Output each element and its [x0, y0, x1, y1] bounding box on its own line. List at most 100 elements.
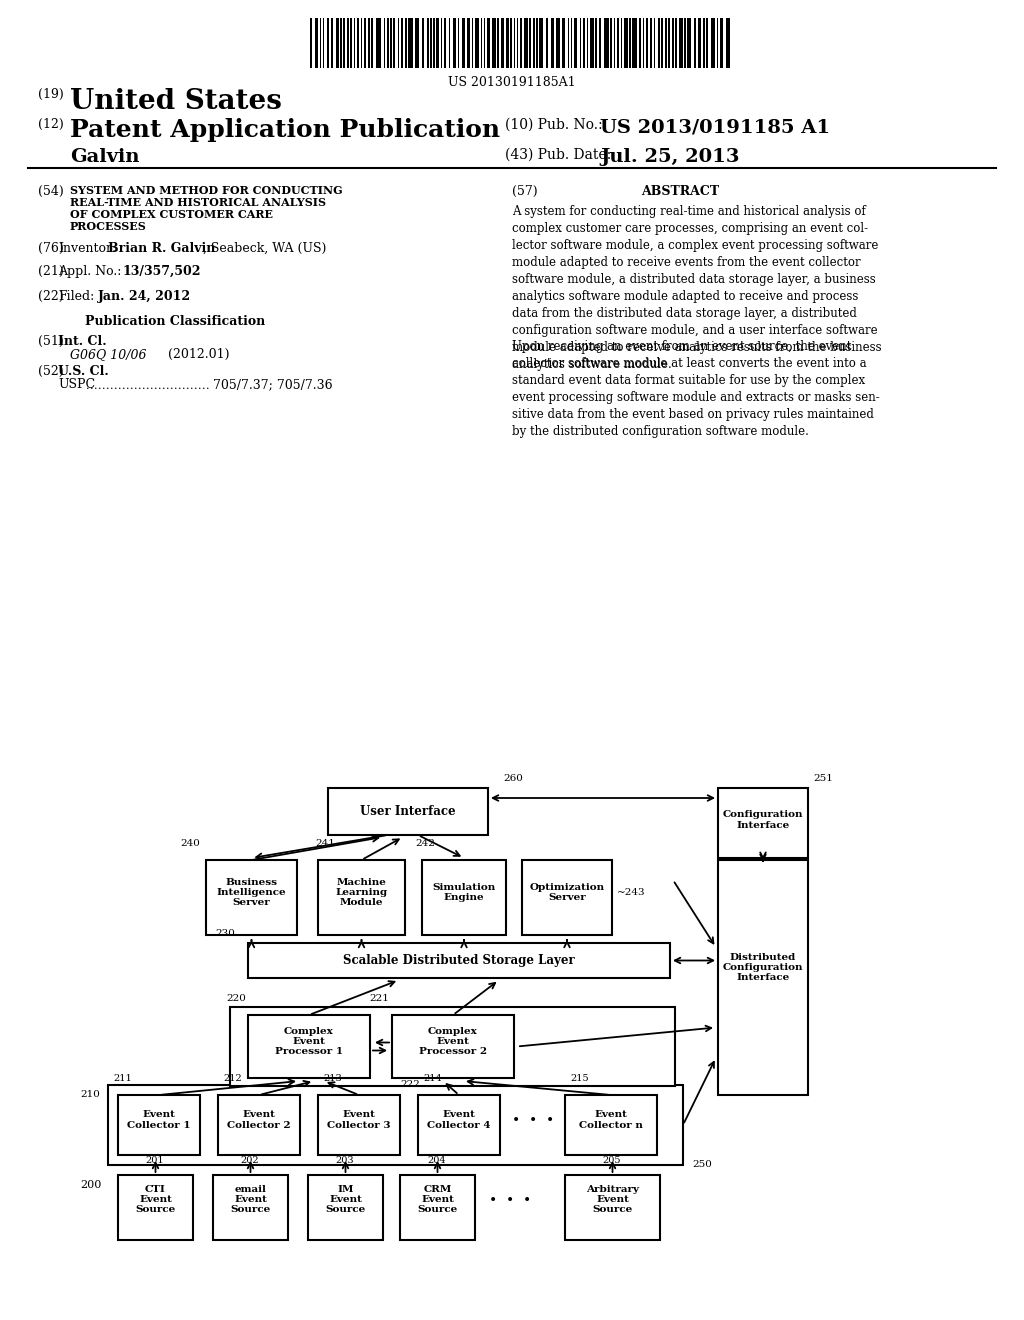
Text: (10) Pub. No.:: (10) Pub. No.:: [505, 117, 603, 132]
Text: Business
Intelligence
Server: Business Intelligence Server: [217, 878, 287, 907]
Text: ABSTRACT: ABSTRACT: [641, 185, 719, 198]
Bar: [480, 18, 482, 69]
Text: •  •  •: • • •: [512, 1113, 554, 1127]
Text: (57): (57): [512, 185, 538, 198]
Text: (12): (12): [38, 117, 63, 131]
Bar: [725, 18, 729, 69]
Bar: [393, 18, 394, 69]
Text: 201: 201: [145, 1156, 164, 1166]
Text: .: .: [134, 381, 137, 391]
Text: Int. Cl.: Int. Cl.: [58, 335, 106, 348]
Bar: [520, 18, 521, 69]
Bar: [376, 18, 381, 69]
Bar: [248, 942, 670, 978]
Text: 203: 203: [336, 1156, 354, 1166]
Bar: [718, 861, 808, 1096]
Bar: [458, 18, 459, 69]
Text: .: .: [98, 381, 101, 391]
Text: OF COMPLEX CUSTOMER CARE: OF COMPLEX CUSTOMER CARE: [70, 209, 273, 220]
Text: (22): (22): [38, 290, 63, 304]
Bar: [368, 18, 370, 69]
Text: Optimization
Server: Optimization Server: [529, 883, 604, 902]
Text: Complex
Event
Processor 2: Complex Event Processor 2: [419, 1027, 487, 1056]
Text: 215: 215: [570, 1074, 589, 1082]
Bar: [570, 18, 572, 69]
Text: Configuration
Interface: Configuration Interface: [723, 810, 803, 830]
Bar: [230, 1007, 675, 1086]
Text: Arbitrary
Event
Source: Arbitrary Event Source: [586, 1184, 639, 1214]
Text: (19): (19): [38, 88, 63, 102]
Bar: [118, 1175, 193, 1239]
Text: 210: 210: [80, 1090, 100, 1100]
Bar: [679, 18, 683, 69]
Bar: [213, 1175, 288, 1239]
Bar: [624, 18, 628, 69]
Text: .: .: [122, 381, 126, 391]
Bar: [702, 18, 705, 69]
Bar: [422, 18, 424, 69]
Bar: [642, 18, 644, 69]
Text: Jan. 24, 2012: Jan. 24, 2012: [98, 290, 191, 304]
Text: 213: 213: [323, 1074, 342, 1082]
Text: A system for conducting real-time and historical analysis of
complex customer ca: A system for conducting real-time and hi…: [512, 205, 882, 371]
Bar: [613, 18, 615, 69]
Bar: [218, 1096, 300, 1155]
Bar: [353, 18, 355, 69]
Bar: [536, 18, 538, 69]
Text: .: .: [146, 381, 150, 391]
Bar: [340, 18, 341, 69]
Text: USPC: USPC: [58, 378, 95, 391]
Text: Jul. 25, 2013: Jul. 25, 2013: [600, 148, 739, 166]
Text: 705/7.37; 705/7.36: 705/7.37; 705/7.36: [213, 378, 333, 391]
Bar: [323, 18, 324, 69]
Text: (21): (21): [38, 265, 63, 279]
Bar: [565, 1175, 660, 1239]
Bar: [471, 18, 473, 69]
Bar: [430, 18, 431, 69]
Bar: [649, 18, 651, 69]
Bar: [360, 18, 362, 69]
Text: .: .: [138, 381, 141, 391]
Bar: [583, 18, 585, 69]
Bar: [629, 18, 631, 69]
Bar: [327, 18, 329, 69]
Text: .: .: [118, 381, 122, 391]
Text: 241: 241: [315, 840, 335, 847]
Bar: [427, 18, 428, 69]
Text: CRM
Event
Source: CRM Event Source: [418, 1184, 458, 1214]
Text: Brian R. Galvin: Brian R. Galvin: [108, 242, 215, 255]
Text: .: .: [94, 381, 97, 391]
Bar: [390, 18, 391, 69]
Bar: [415, 18, 419, 69]
Text: Scalable Distributed Storage Layer: Scalable Distributed Storage Layer: [343, 954, 574, 968]
Bar: [404, 18, 407, 69]
Bar: [546, 18, 548, 69]
Bar: [436, 18, 439, 69]
Text: 211: 211: [113, 1074, 132, 1082]
Bar: [308, 1175, 383, 1239]
Text: User Interface: User Interface: [360, 805, 456, 818]
Text: Inventor:: Inventor:: [58, 242, 116, 255]
Bar: [665, 18, 667, 69]
Bar: [590, 18, 594, 69]
Text: Patent Application Publication: Patent Application Publication: [70, 117, 500, 143]
Bar: [567, 18, 569, 69]
Bar: [616, 18, 618, 69]
Text: (76): (76): [38, 242, 63, 255]
Bar: [506, 18, 509, 69]
Bar: [474, 18, 478, 69]
Text: US 2013/0191185 A1: US 2013/0191185 A1: [600, 117, 830, 136]
Text: .: .: [102, 381, 105, 391]
Bar: [408, 18, 413, 69]
Bar: [603, 18, 608, 69]
Bar: [672, 18, 674, 69]
Text: 251: 251: [813, 774, 833, 783]
Bar: [675, 18, 677, 69]
Text: .: .: [182, 381, 185, 391]
Text: .: .: [126, 381, 129, 391]
Bar: [610, 18, 612, 69]
Bar: [687, 18, 691, 69]
Bar: [386, 18, 388, 69]
Bar: [364, 18, 366, 69]
Bar: [343, 18, 344, 69]
